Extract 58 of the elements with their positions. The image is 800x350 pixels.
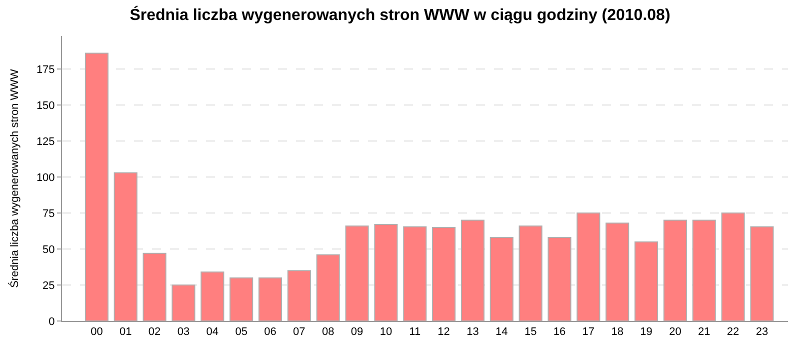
bar [172, 284, 196, 321]
x-tick-label: 01 [120, 326, 132, 338]
bar [750, 226, 774, 321]
y-tick-label: 175 [36, 64, 55, 76]
x-tick-label: 12 [438, 326, 450, 338]
bar [721, 212, 745, 321]
bar [84, 52, 108, 321]
y-tick-label: 150 [36, 100, 55, 112]
x-tick-label: 22 [726, 326, 740, 338]
y-axis-title: Średnia liczba wygenerowanych stron WWW [8, 68, 22, 288]
bar [316, 254, 340, 321]
bar [490, 237, 514, 321]
bar [576, 212, 600, 321]
y-tick-label: 0 [48, 316, 55, 328]
bar [548, 237, 572, 321]
bar [345, 226, 369, 321]
y-tick-label: 100 [36, 172, 55, 184]
bar [230, 277, 254, 321]
x-tick-label: 02 [148, 326, 161, 338]
x-tick-label: 09 [350, 326, 364, 338]
x-tick-label: 13 [466, 326, 479, 338]
y-tick-label: 125 [36, 136, 55, 148]
y-tick-label: 75 [42, 208, 55, 220]
x-tick-label: 18 [611, 326, 624, 338]
y-tick-label: 50 [42, 244, 55, 256]
bar [663, 220, 687, 321]
x-tick-label: 00 [90, 326, 103, 338]
bar [432, 226, 456, 321]
x-tick-label: 07 [293, 326, 306, 338]
chart-title: Średnia liczba wygenerowanych stron WWW w ciągu godziny (2010.08) [130, 4, 670, 24]
x-tick-label: 05 [235, 326, 248, 338]
x-tick-label: 16 [553, 326, 566, 338]
x-tick-label: 17 [582, 326, 595, 338]
y-tick-label: 25 [42, 280, 55, 292]
x-tick-label: 21 [698, 326, 710, 338]
x-tick-label: 20 [669, 326, 682, 338]
x-tick-label: 23 [756, 326, 768, 338]
x-tick-label: 11 [409, 326, 421, 338]
x-tick-label: 04 [206, 326, 219, 338]
bar [200, 272, 224, 321]
x-tick-label: 10 [380, 326, 392, 338]
bar [403, 226, 427, 321]
bar [114, 172, 138, 321]
bar [142, 252, 166, 321]
bar [460, 220, 485, 321]
x-tick-label: 03 [177, 326, 190, 338]
bar [374, 224, 398, 321]
bar [634, 241, 658, 321]
bar [692, 220, 716, 321]
bar [606, 222, 630, 321]
bar [287, 270, 311, 321]
x-tick-label: 14 [496, 326, 508, 338]
x-tick-label: 19 [640, 326, 652, 338]
x-tick-label: 06 [264, 326, 276, 338]
bar [258, 277, 282, 321]
x-tick-label: 15 [524, 326, 537, 338]
bar [518, 226, 542, 321]
x-tick-label: 08 [322, 326, 334, 338]
